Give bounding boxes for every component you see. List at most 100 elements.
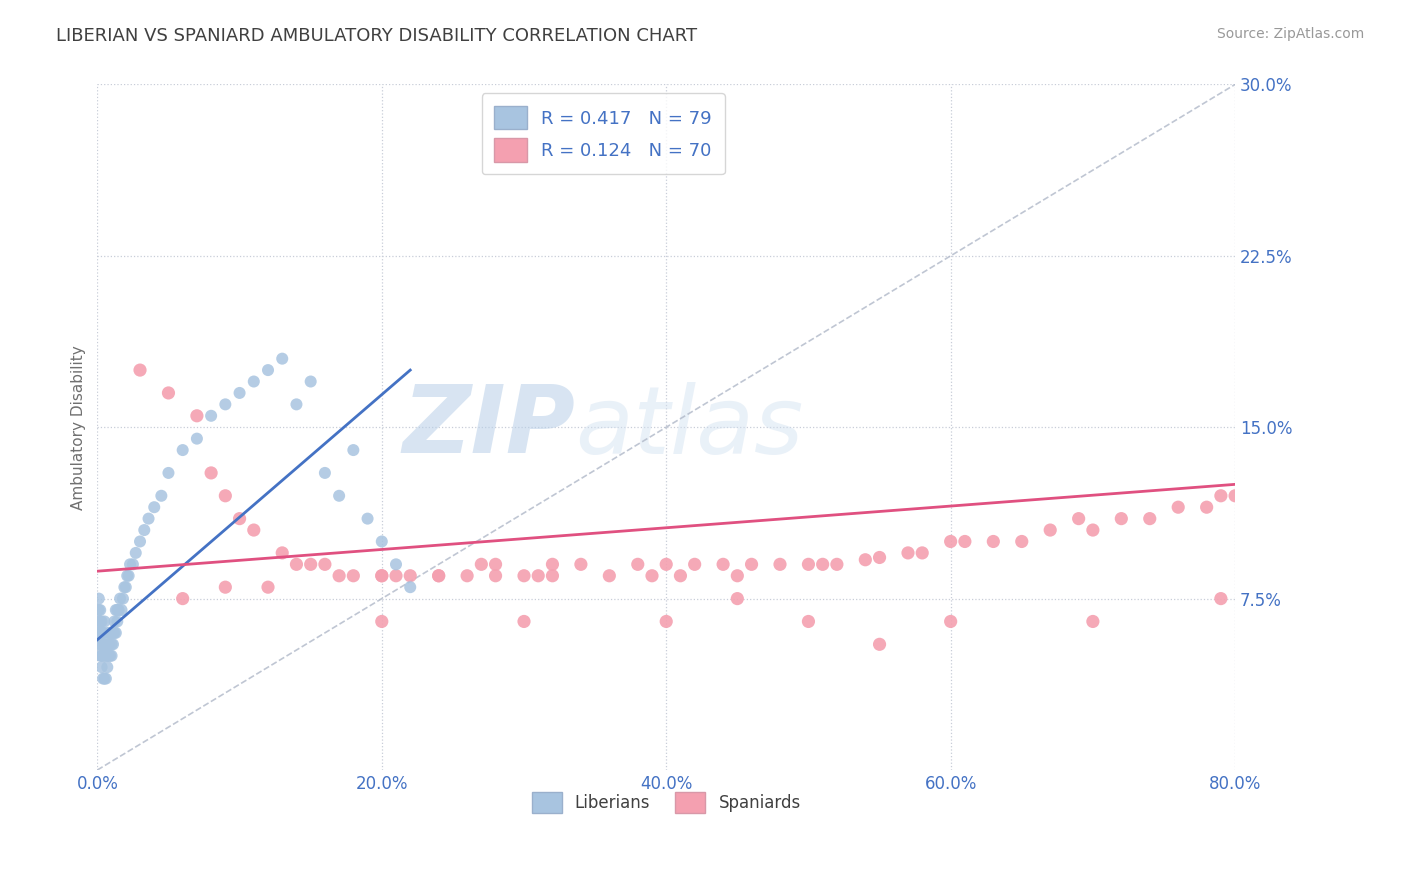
- Point: [825, 558, 848, 572]
- Point: [90, 626, 112, 640]
- Point: [105, 615, 128, 629]
- Point: [725, 591, 748, 606]
- Point: [243, 375, 266, 389]
- Point: [90, 615, 112, 629]
- Text: ZIP: ZIP: [402, 381, 575, 474]
- Point: [470, 558, 492, 572]
- Point: [96, 637, 118, 651]
- Text: atlas: atlas: [575, 382, 803, 473]
- Point: [93, 672, 115, 686]
- Point: [342, 443, 364, 458]
- Point: [371, 534, 394, 549]
- Point: [114, 580, 136, 594]
- Point: [1209, 489, 1232, 503]
- Text: LIBERIAN VS SPANIARD AMBULATORY DISABILITY CORRELATION CHART: LIBERIAN VS SPANIARD AMBULATORY DISABILI…: [56, 27, 697, 45]
- Point: [1223, 489, 1246, 503]
- Point: [98, 648, 121, 663]
- Point: [93, 626, 115, 640]
- Point: [107, 603, 129, 617]
- Point: [328, 568, 350, 582]
- Point: [669, 568, 692, 582]
- Point: [541, 558, 564, 572]
- Point: [314, 558, 336, 572]
- Point: [427, 568, 450, 582]
- Point: [91, 637, 114, 651]
- Point: [87, 603, 110, 617]
- Point: [97, 637, 120, 651]
- Y-axis label: Ambulatory Disability: Ambulatory Disability: [72, 345, 86, 509]
- Point: [90, 648, 112, 663]
- Point: [285, 558, 308, 572]
- Point: [214, 580, 236, 594]
- Point: [93, 615, 115, 629]
- Point: [399, 580, 422, 594]
- Point: [797, 558, 820, 572]
- Point: [257, 580, 280, 594]
- Point: [869, 637, 891, 651]
- Point: [105, 603, 128, 617]
- Point: [1195, 500, 1218, 515]
- Point: [89, 637, 111, 651]
- Point: [108, 591, 131, 606]
- Point: [911, 546, 934, 560]
- Point: [94, 672, 117, 686]
- Point: [399, 568, 422, 582]
- Point: [186, 432, 208, 446]
- Point: [627, 558, 650, 572]
- Point: [427, 568, 450, 582]
- Point: [94, 637, 117, 651]
- Text: Source: ZipAtlas.com: Source: ZipAtlas.com: [1216, 27, 1364, 41]
- Point: [299, 375, 322, 389]
- Point: [228, 386, 250, 401]
- Point: [243, 523, 266, 537]
- Point: [683, 558, 706, 572]
- Point: [953, 534, 976, 549]
- Point: [939, 615, 962, 629]
- Point: [200, 466, 222, 480]
- Point: [939, 534, 962, 549]
- Point: [87, 637, 110, 651]
- Point: [314, 466, 336, 480]
- Point: [541, 568, 564, 582]
- Point: [214, 489, 236, 503]
- Point: [89, 615, 111, 629]
- Point: [257, 363, 280, 377]
- Point: [641, 568, 664, 582]
- Point: [96, 648, 118, 663]
- Point: [385, 558, 408, 572]
- Point: [157, 466, 180, 480]
- Point: [371, 568, 394, 582]
- Point: [125, 546, 148, 560]
- Point: [725, 568, 748, 582]
- Point: [1067, 511, 1090, 525]
- Point: [598, 568, 620, 582]
- Point: [655, 558, 678, 572]
- Point: [1081, 615, 1104, 629]
- Point: [186, 409, 208, 423]
- Point: [356, 511, 378, 525]
- Point: [143, 500, 166, 515]
- Point: [200, 409, 222, 423]
- Point: [104, 626, 127, 640]
- Point: [385, 568, 408, 582]
- Point: [1209, 591, 1232, 606]
- Point: [90, 660, 112, 674]
- Point: [1111, 511, 1133, 525]
- Point: [87, 615, 110, 629]
- Point: [484, 568, 506, 582]
- Point: [91, 672, 114, 686]
- Point: [87, 591, 110, 606]
- Point: [456, 568, 478, 582]
- Point: [172, 443, 194, 458]
- Point: [569, 558, 592, 572]
- Point: [112, 580, 135, 594]
- Point: [120, 558, 142, 572]
- Point: [285, 397, 308, 411]
- Point: [271, 546, 294, 560]
- Point: [93, 648, 115, 663]
- Point: [110, 603, 132, 617]
- Point: [115, 568, 138, 582]
- Point: [853, 553, 876, 567]
- Point: [129, 534, 152, 549]
- Point: [328, 489, 350, 503]
